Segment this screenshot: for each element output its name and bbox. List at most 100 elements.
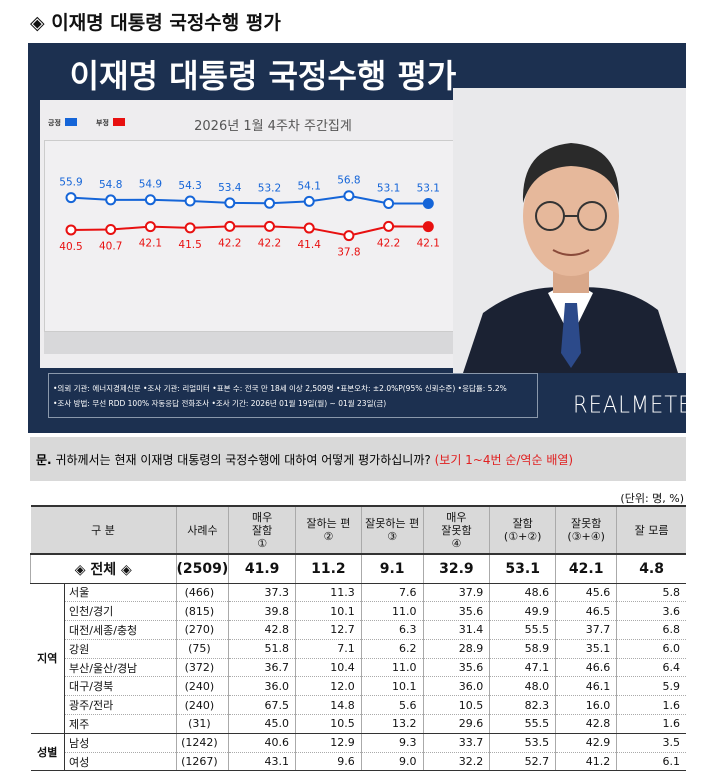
data-label: 54.1 bbox=[298, 180, 321, 192]
chart-plot-bg bbox=[44, 140, 454, 332]
data-label: 54.9 bbox=[139, 179, 162, 191]
data-label: 53.2 bbox=[258, 182, 281, 194]
table-cell: 39.8 bbox=[228, 601, 296, 622]
realmeter-logo: REALMETER bbox=[573, 391, 708, 419]
group-label: 성별 bbox=[30, 733, 66, 772]
data-point bbox=[383, 220, 395, 232]
column-header: 잘못하는 편 ③ bbox=[360, 505, 424, 555]
table-cell: 11.0 bbox=[360, 601, 424, 622]
table-cell: 41.2 bbox=[555, 752, 617, 772]
table-cell: 6.0 bbox=[616, 639, 686, 659]
data-label: 40.5 bbox=[59, 241, 82, 253]
legend-label: 긍정 bbox=[48, 118, 61, 127]
table-cell: 10.5 bbox=[295, 714, 362, 734]
table-row: 제주 (31) 45.0 10.5 13.2 29.6 55.5 42.8 1.6 bbox=[31, 714, 686, 734]
table-cell: 42.1 bbox=[555, 554, 617, 584]
column-header: 사례수 bbox=[175, 505, 229, 555]
table-cell: 7.1 bbox=[295, 639, 362, 659]
table-cell: 36.0 bbox=[422, 676, 490, 697]
table-row: 지역 서울 (466) 37.3 11.3 7.6 37.9 48.6 45.6 5.8 bbox=[30, 583, 686, 734]
data-label: 54.8 bbox=[99, 179, 122, 191]
table-cell: 16.0 bbox=[555, 695, 617, 716]
row-label: 남성 bbox=[64, 733, 177, 753]
data-point bbox=[343, 190, 355, 202]
column-header: 잘함 (①+②) bbox=[489, 505, 556, 555]
table-cell: 55.5 bbox=[489, 714, 556, 734]
table-cell: 52.7 bbox=[489, 752, 556, 772]
row-label: 부산/울산/경남 bbox=[64, 658, 177, 678]
table-cell: 28.9 bbox=[422, 639, 490, 659]
table-cell: 11.0 bbox=[360, 658, 424, 678]
question-box: 문. 귀하께서는 현재 이재명 대통령의 국정수행에 대하여 어떻게 평가하십니… bbox=[30, 437, 686, 481]
data-point bbox=[383, 197, 395, 209]
table-row: 대구/경북 (240) 36.0 12.0 10.1 36.0 48.0 46.1 5.9 bbox=[31, 676, 686, 697]
survey-info-line: •의뢰 기관: 에너지경제신문 •조사 기관: 리얼미터 •표본 수: 전국 만… bbox=[53, 384, 507, 393]
table-cell: 43.1 bbox=[228, 752, 296, 772]
table-cell: 9.6 bbox=[295, 752, 362, 772]
table-cell: 9.0 bbox=[360, 752, 424, 772]
table-row: 광주/전라 (240) 67.5 14.8 5.6 10.5 82.3 16.0 1.6 bbox=[31, 695, 686, 716]
data-point bbox=[303, 222, 315, 234]
table-cell: 48.6 bbox=[489, 583, 556, 603]
table-cell: (240) bbox=[175, 695, 229, 716]
data-label: 53.1 bbox=[377, 182, 400, 194]
question-text: 귀하께서는 현재 이재명 대통령의 국정수행에 대하여 어떻게 평가하십니까? bbox=[55, 453, 431, 467]
legend-swatch bbox=[113, 118, 125, 126]
row-label: 대전/세종/충청 bbox=[64, 620, 177, 640]
data-point bbox=[303, 195, 315, 207]
survey-info-box: •의뢰 기관: 에너지경제신문 •조사 기관: 리얼미터 •표본 수: 전국 만… bbox=[48, 373, 538, 418]
table-cell: 32.2 bbox=[422, 752, 490, 772]
data-label: 54.3 bbox=[178, 180, 201, 192]
table-cell: 6.2 bbox=[360, 639, 424, 659]
table-cell: 42.8 bbox=[555, 714, 617, 734]
table-cell: 58.9 bbox=[489, 639, 556, 659]
table-cell: 42.8 bbox=[228, 620, 296, 640]
table-cell: 12.0 bbox=[295, 676, 362, 697]
data-point bbox=[144, 221, 156, 233]
results-table: 구 분 사례수 매우 잘함 ① 잘하는 편 ② 잘못하는 편 ③ 매우 잘못함 ④ 잘함 (… bbox=[30, 505, 686, 772]
table-cell: 12.7 bbox=[295, 620, 362, 640]
table-cell: 37.7 bbox=[555, 620, 617, 640]
row-label: 강원 bbox=[64, 639, 177, 659]
series-line bbox=[70, 194, 429, 205]
table-cell: 53.5 bbox=[489, 733, 556, 753]
column-header: 잘하는 편 ② bbox=[295, 505, 362, 555]
table-cell: 47.1 bbox=[489, 658, 556, 678]
data-label: 55.9 bbox=[59, 177, 82, 189]
data-point bbox=[65, 224, 77, 236]
table-cell: 3.6 bbox=[616, 601, 686, 622]
data-label: 42.2 bbox=[377, 237, 400, 249]
legend-label: 부정 bbox=[96, 118, 109, 127]
table-cell: 12.9 bbox=[295, 733, 362, 753]
table-cell: 3.5 bbox=[616, 733, 686, 753]
table-cell: 37.9 bbox=[422, 583, 490, 603]
table-cell: 33.7 bbox=[422, 733, 490, 753]
column-header: 잘못함 (③+④) bbox=[555, 505, 617, 555]
row-label: 제주 bbox=[64, 714, 177, 734]
data-point bbox=[65, 192, 77, 204]
table-cell: 13.2 bbox=[360, 714, 424, 734]
column-header: 매우 잘못함 ④ bbox=[422, 505, 490, 555]
table-cell: 49.9 bbox=[489, 601, 556, 622]
table-cell: 35.6 bbox=[422, 658, 490, 678]
table-cell: 45.0 bbox=[228, 714, 296, 734]
data-point bbox=[144, 194, 156, 206]
table-cell: 55.5 bbox=[489, 620, 556, 640]
table-cell: (1242) bbox=[175, 733, 229, 753]
table-cell: 9.3 bbox=[360, 733, 424, 753]
x-axis-band bbox=[44, 332, 454, 354]
table-cell: 41.9 bbox=[228, 554, 296, 584]
table-cell: 10.5 bbox=[422, 695, 490, 716]
table-cell: 10.1 bbox=[295, 601, 362, 622]
table-cell: 6.4 bbox=[616, 658, 686, 678]
table-cell: (815) bbox=[175, 601, 229, 622]
data-point bbox=[105, 194, 117, 206]
table-cell: (466) bbox=[175, 583, 229, 603]
series-line bbox=[70, 225, 429, 237]
table-cell: (240) bbox=[175, 676, 229, 697]
table-cell: 4.8 bbox=[616, 554, 686, 584]
table-cell: (31) bbox=[175, 714, 229, 734]
line-chart: 2026년 1월 4주차 주간집계긍정부정11월 3주11월 4주12월 1주1… bbox=[48, 118, 440, 259]
president-photo bbox=[453, 88, 686, 373]
survey-info-line: •조사 방법: 무선 RDD 100% 자동응답 전화조사 •조사 기간: 20… bbox=[53, 399, 387, 408]
